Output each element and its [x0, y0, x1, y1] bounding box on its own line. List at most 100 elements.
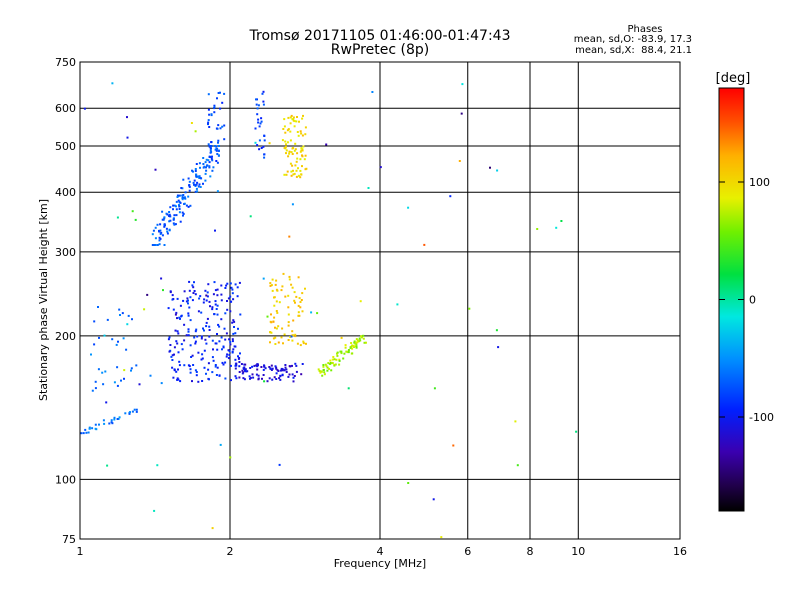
data-point [185, 334, 188, 337]
data-point [234, 332, 237, 335]
data-point [175, 208, 178, 211]
data-point [291, 286, 294, 289]
data-point [347, 351, 350, 354]
data-point [188, 180, 191, 183]
data-point [159, 229, 162, 232]
data-point [108, 422, 111, 425]
data-point [242, 377, 245, 380]
data-point [211, 159, 214, 162]
data-point [284, 145, 287, 148]
data-point [205, 158, 208, 161]
data-point [91, 427, 94, 430]
data-point [355, 341, 358, 344]
phases-line-o: mean, sd,O: -83.9, 17.3 [574, 34, 692, 45]
data-point [294, 142, 297, 145]
data-point [93, 320, 96, 323]
data-point [187, 302, 189, 305]
plot-frame [79, 61, 681, 540]
data-point [260, 366, 263, 368]
data-point [177, 368, 179, 371]
data-point [288, 150, 291, 153]
data-point [274, 283, 277, 286]
data-point [208, 156, 211, 158]
data-point [200, 311, 203, 314]
data-point [468, 307, 471, 310]
data-point [271, 367, 274, 370]
data-point [291, 339, 294, 342]
data-point [353, 340, 356, 343]
data-point [330, 369, 333, 372]
data-point [291, 147, 294, 150]
data-point [320, 370, 323, 373]
data-point [275, 288, 278, 291]
data-point [210, 145, 213, 147]
data-point [238, 281, 241, 284]
data-point [159, 237, 162, 240]
data-point [193, 183, 195, 186]
data-point [359, 300, 362, 303]
data-point [355, 346, 358, 349]
data-point [192, 292, 195, 294]
data-point [191, 299, 194, 302]
data-point [287, 324, 290, 327]
data-point [182, 178, 185, 181]
data-point [289, 130, 292, 133]
data-point [196, 190, 199, 193]
data-point [213, 104, 216, 107]
y-tick-label: 500 [55, 140, 76, 153]
data-point [183, 202, 186, 205]
data-point [230, 300, 233, 303]
data-point [264, 367, 267, 370]
data-point [117, 340, 119, 343]
data-point [190, 356, 193, 358]
data-point [262, 100, 265, 103]
data-point [183, 364, 186, 367]
data-point [322, 364, 325, 366]
data-point [325, 143, 328, 146]
data-point [268, 366, 271, 368]
data-point [274, 326, 276, 329]
data-point [196, 335, 199, 338]
data-point [289, 162, 292, 165]
data-point [182, 212, 185, 215]
data-point [200, 337, 203, 340]
data-point [238, 371, 241, 373]
data-point [496, 169, 499, 172]
data-point [262, 374, 265, 376]
data-point [213, 111, 216, 114]
data-point [218, 325, 221, 328]
data-point [273, 296, 276, 299]
data-point [226, 300, 228, 302]
data-point [221, 348, 223, 351]
data-point [156, 223, 159, 226]
data-point [338, 359, 341, 362]
data-point [289, 122, 292, 125]
data-point [206, 291, 209, 294]
data-point [333, 364, 336, 367]
data-point [255, 373, 258, 376]
data-point [286, 170, 289, 173]
data-point [407, 482, 410, 484]
data-point [166, 232, 169, 235]
y-tick-label: 750 [55, 56, 76, 69]
data-point [237, 327, 239, 330]
data-point [230, 286, 233, 289]
data-point [222, 363, 225, 366]
data-point [178, 194, 181, 197]
chart-title: Tromsø 20171105 01:46:00-01:47:43 [249, 28, 511, 44]
data-point [213, 281, 216, 284]
data-point [286, 129, 289, 132]
data-point [357, 340, 360, 343]
data-point [195, 371, 198, 373]
data-point [237, 355, 239, 358]
data-point [206, 295, 209, 298]
data-point [291, 364, 293, 367]
data-point [355, 338, 358, 341]
data-point [226, 353, 229, 356]
data-point [180, 343, 183, 346]
data-point [234, 358, 237, 361]
data-point [227, 349, 230, 352]
data-point [281, 369, 284, 372]
data-point [161, 234, 164, 237]
data-point [220, 293, 223, 296]
